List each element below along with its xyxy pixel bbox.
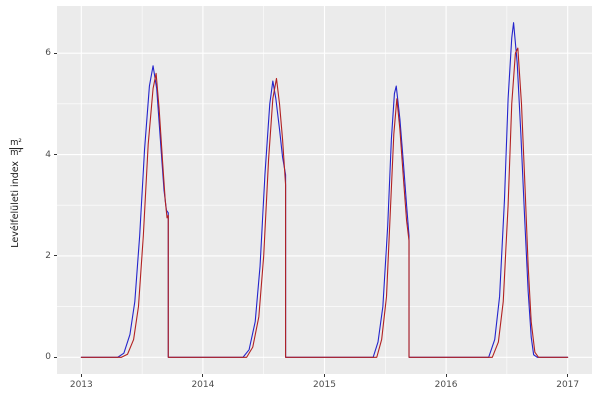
y-tick-mark — [54, 255, 57, 257]
x-tick-label: 2017 — [556, 380, 580, 390]
y-axis-title-text: Levélfelületi index — [10, 160, 22, 248]
x-tick-label: 2016 — [434, 380, 458, 390]
y-axis-title: Levélfelületi index m² m² — [6, 138, 26, 248]
plot-svg — [57, 6, 592, 374]
y-tick-mark — [54, 154, 57, 156]
x-tick-label: 2015 — [313, 380, 336, 390]
fraction-denominator: m² — [10, 148, 22, 159]
y-tick-label: 4 — [45, 149, 51, 160]
plot-panel — [57, 6, 592, 374]
y-tick-mark — [54, 52, 57, 54]
y-tick-label: 6 — [45, 48, 51, 59]
x-tick-label: 2013 — [69, 380, 93, 390]
red-line — [80, 47, 569, 358]
x-tick-mark — [202, 374, 204, 377]
y-tick-mark — [54, 356, 57, 358]
x-tick-mark — [324, 374, 325, 377]
y-axis-title-fraction: m² m² — [9, 138, 23, 159]
x-tick-mark — [80, 374, 82, 377]
y-tick-label: 0 — [45, 352, 51, 363]
y-tick-label: 2 — [45, 250, 51, 261]
x-tick-label: 2014 — [191, 380, 215, 390]
x-tick-mark — [445, 374, 447, 377]
x-tick-mark — [567, 374, 569, 377]
